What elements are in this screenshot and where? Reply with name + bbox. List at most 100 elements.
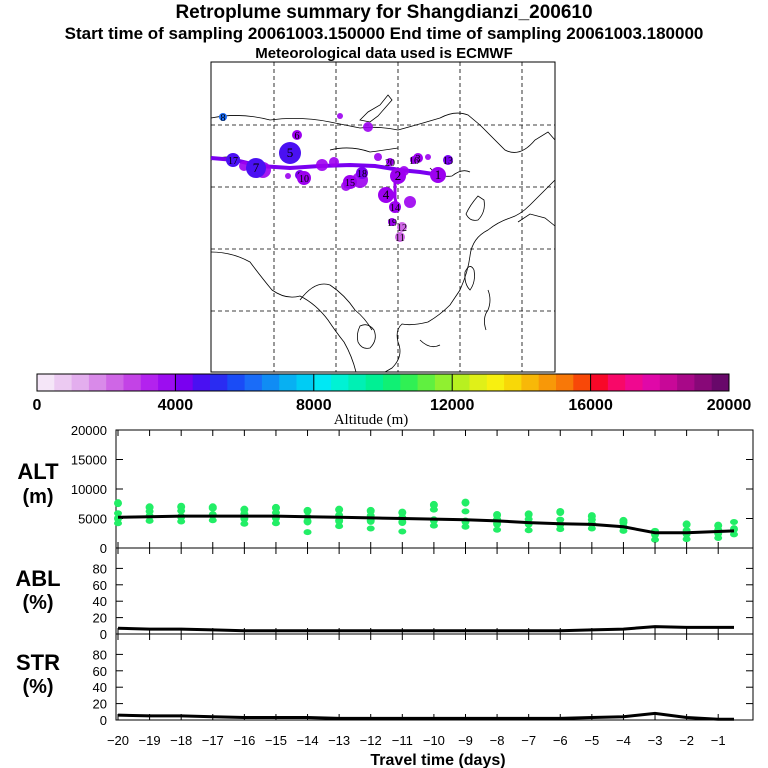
alt-cluster-point xyxy=(398,528,407,535)
x-tick-label: −15 xyxy=(265,733,287,748)
time-series-panels: ALT (m) ABL (%) STR (%) 2000015000100005… xyxy=(15,423,754,768)
cluster-marker xyxy=(430,167,446,183)
alt-cluster-point xyxy=(730,531,738,538)
panels-frame xyxy=(115,429,754,721)
y-tick-label: 0 xyxy=(100,713,107,728)
alt-cluster-point xyxy=(493,510,502,519)
cluster-blob xyxy=(285,173,291,179)
alt-cluster-point xyxy=(303,517,312,526)
colorbar-cell xyxy=(227,374,246,391)
cluster-number: 1 xyxy=(435,167,442,182)
cluster-number: 5 xyxy=(287,145,294,160)
colorbar-cell xyxy=(659,374,678,391)
colorbar-cell xyxy=(642,374,661,391)
met-data-note: Meteorological data used is ECMWF xyxy=(255,45,513,62)
cluster-marker xyxy=(356,167,368,179)
colorbar-cell xyxy=(71,374,90,391)
colorbar-cell xyxy=(331,374,349,391)
x-tick-label: −8 xyxy=(490,733,505,748)
y-tick-label: 80 xyxy=(93,647,107,662)
colorbar-cell xyxy=(175,374,194,391)
cluster-number: 2 xyxy=(395,168,402,183)
cluster-markers: 1234567891011121314151617181920 xyxy=(219,113,453,244)
alt-cluster-point xyxy=(556,516,565,523)
alt-panel-unit: (m) xyxy=(22,486,53,508)
alt-cluster-point xyxy=(208,503,217,512)
alt-cluster-point xyxy=(429,500,438,509)
alt-cluster-point xyxy=(682,520,691,529)
alt-cluster-point xyxy=(177,502,186,511)
x-axis-label: Travel time (days) xyxy=(370,752,505,768)
map-panel: 1234567891011121314151617181920 xyxy=(210,61,556,373)
cluster-number: 4 xyxy=(383,187,390,202)
alt-cluster-point xyxy=(524,527,533,534)
y-tick-label: 40 xyxy=(93,594,107,609)
chart-title: Retroplume summary for Shangdianzi_20061… xyxy=(175,2,593,23)
cluster-blob xyxy=(404,196,416,208)
colorbar-label: Altitude (m) xyxy=(334,412,409,428)
cluster-marker xyxy=(219,113,227,121)
cluster-marker xyxy=(410,156,418,164)
alt-cluster-point xyxy=(335,516,344,525)
cluster-blob xyxy=(329,157,339,167)
colorbar-cell xyxy=(711,374,730,391)
abl-line xyxy=(117,625,734,633)
map-gridlines xyxy=(211,62,555,372)
x-tick-label: −20 xyxy=(107,733,129,748)
alt-cluster-points xyxy=(114,498,738,543)
alt-cluster-point xyxy=(366,506,375,515)
cluster-number: 11 xyxy=(395,233,405,244)
alt-cluster-point xyxy=(145,503,154,512)
alt-cluster-point xyxy=(303,529,312,536)
x-tick-label: −5 xyxy=(584,733,599,748)
colorbar-cell xyxy=(106,374,124,391)
colorbar-cell xyxy=(469,374,488,391)
colorbar-tick-label: 4000 xyxy=(158,397,194,414)
x-tick-label: −10 xyxy=(423,733,445,748)
cluster-marker xyxy=(226,153,240,167)
x-tick-label: −2 xyxy=(679,733,694,748)
colorbar-cell xyxy=(677,374,695,391)
cluster-number: 12 xyxy=(397,223,407,234)
colorbar-cell xyxy=(158,374,176,391)
alt-cluster-point xyxy=(366,525,375,532)
colorbar-cells xyxy=(37,374,730,391)
colorbar-cell xyxy=(556,374,574,391)
x-tick-label: −14 xyxy=(297,733,319,748)
alt-cluster-point xyxy=(398,518,407,527)
colorbar-cell xyxy=(452,374,470,391)
alt-cluster-point xyxy=(240,520,249,527)
alt-cluster-point xyxy=(208,517,217,524)
x-tick-label: −4 xyxy=(616,733,631,748)
cluster-number: 14 xyxy=(390,203,400,214)
cluster-marker xyxy=(397,222,407,232)
cluster-number: 7 xyxy=(253,160,260,175)
colorbar-cell xyxy=(244,374,263,391)
alt-cluster-point xyxy=(461,498,470,507)
colorbar-cell xyxy=(434,374,453,391)
cluster-marker xyxy=(386,158,394,166)
colorbar-cell xyxy=(313,374,332,391)
colorbar-cell xyxy=(261,374,280,391)
x-tick-label: −1 xyxy=(711,733,726,748)
y-tick-label: 15000 xyxy=(71,453,107,468)
x-tick-label: −9 xyxy=(458,733,473,748)
alt-cluster-point xyxy=(461,508,470,515)
colorbar-cell xyxy=(694,374,713,391)
altitude-colorbar: 0 4000 8000 12000 16000 20000 Altitude (m) xyxy=(33,373,751,428)
colorbar-cell xyxy=(348,374,367,391)
alt-cluster-point xyxy=(651,536,660,543)
alt-panel-label: ALT xyxy=(17,459,59,484)
alt-cluster-point xyxy=(524,510,533,519)
alt-y-ticks: 20000 15000 10000 5000 0 xyxy=(71,423,753,556)
x-tick-label: −12 xyxy=(360,733,382,748)
cluster-number: 19 xyxy=(387,218,397,229)
cluster-number: 16 xyxy=(409,156,419,167)
colorbar-cell xyxy=(486,374,505,391)
alt-cluster-point xyxy=(335,523,344,530)
alt-cluster-point xyxy=(682,536,691,543)
cluster-blob xyxy=(363,122,373,132)
